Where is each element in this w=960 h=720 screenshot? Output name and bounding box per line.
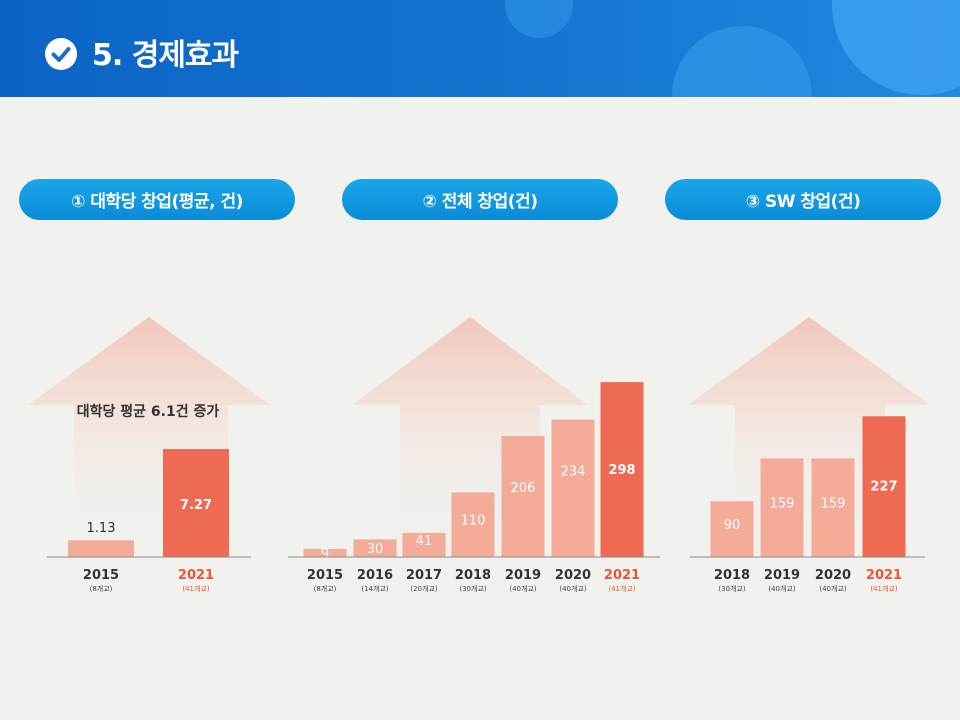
bar (760, 458, 804, 557)
bar (402, 532, 446, 557)
x-tick-label: 2018 (714, 568, 750, 583)
x-tick-label: 2021 (178, 568, 214, 583)
x-tick-sublabel: (40개교) (559, 584, 587, 593)
bar (551, 419, 595, 557)
bar (710, 501, 754, 557)
bar-value-label: 9 (321, 547, 329, 562)
x-tick-sublabel: (20개교) (410, 584, 438, 593)
bar (163, 449, 229, 557)
house-arrow-background (28, 317, 270, 540)
x-tick-sublabel: (41개교) (608, 584, 636, 593)
section-label-per-univ: ① 대학당 창업(평균, 건) (19, 179, 295, 220)
section-label-sw: ③ SW 창업(건) (665, 179, 941, 220)
x-tick-label: 2016 (357, 568, 393, 583)
bar-value-label: 1.13 (87, 521, 116, 536)
bar-value-label: 159 (821, 497, 846, 512)
x-tick-sublabel: (40개교) (509, 584, 537, 593)
bar-value-label: 159 (770, 497, 795, 512)
chart-annotation: 대학당 평균 6.1건 증가 (77, 403, 220, 420)
bar (68, 540, 134, 557)
x-tick-label: 2015 (83, 568, 119, 583)
x-tick-label: 2017 (406, 568, 442, 583)
check-icon (45, 38, 77, 70)
x-tick-label: 2020 (555, 568, 591, 583)
bar-value-label: 41 (416, 534, 433, 549)
bar (862, 416, 906, 557)
bar-value-label: 234 (561, 465, 586, 480)
bar (353, 539, 397, 557)
x-tick-label: 2021 (866, 568, 902, 583)
bar-value-label: 227 (870, 479, 897, 494)
bar-value-label: 30 (367, 542, 384, 557)
bar (501, 436, 545, 557)
x-tick-label: 2015 (307, 568, 343, 583)
x-tick-sublabel: (40개교) (768, 584, 796, 593)
bar-value-label: 298 (608, 463, 635, 478)
x-tick-sublabel: (41개교) (870, 584, 898, 593)
x-tick-label: 2021 (604, 568, 640, 583)
header-banner: 5. 경제효과 (0, 0, 960, 97)
bar-value-label: 110 (461, 514, 486, 529)
x-tick-label: 2018 (455, 568, 491, 583)
x-tick-sublabel: (30개교) (459, 584, 487, 593)
page-title: 5. 경제효과 (92, 38, 239, 73)
bar (811, 458, 855, 557)
bar (600, 382, 644, 557)
x-tick-sublabel: (14개교) (361, 584, 389, 593)
bar-value-label: 90 (724, 518, 741, 533)
bar-value-label: 206 (511, 481, 536, 496)
x-tick-sublabel: (41개교) (182, 584, 210, 593)
section-label-total: ② 전체 창업(건) (342, 179, 618, 220)
x-tick-label: 2019 (505, 568, 541, 583)
x-tick-sublabel: (8개교) (90, 584, 113, 593)
bar (451, 492, 495, 557)
x-tick-label: 2020 (815, 568, 851, 583)
bar-value-label: 7.27 (180, 498, 212, 513)
bar (303, 549, 347, 557)
x-tick-sublabel: (30개교) (718, 584, 746, 593)
x-tick-sublabel: (40개교) (819, 584, 847, 593)
x-tick-label: 2019 (764, 568, 800, 583)
x-tick-sublabel: (8개교) (314, 584, 337, 593)
